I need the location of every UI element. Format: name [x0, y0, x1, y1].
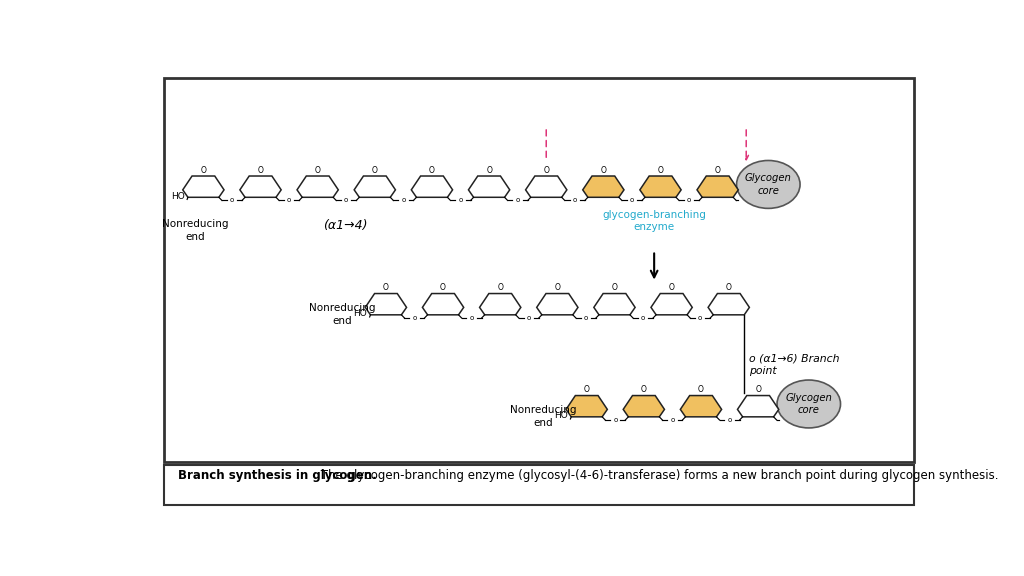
Text: O: O [429, 166, 435, 175]
Text: O: O [440, 283, 446, 293]
Ellipse shape [736, 161, 800, 209]
Text: Glycogen
core: Glycogen core [744, 173, 792, 196]
Text: O: O [611, 283, 617, 293]
Polygon shape [354, 176, 395, 198]
Text: o: o [630, 198, 634, 203]
Text: Nonreducing
end: Nonreducing end [309, 303, 376, 327]
Polygon shape [651, 294, 692, 315]
Text: O: O [641, 385, 647, 395]
Text: O: O [258, 166, 263, 175]
Bar [164, 465, 913, 505]
Text: o: o [413, 315, 417, 321]
Polygon shape [583, 176, 624, 198]
Bar [164, 78, 913, 461]
Polygon shape [680, 396, 722, 417]
Text: o: o [698, 315, 702, 321]
Polygon shape [566, 396, 607, 417]
Text: O: O [314, 166, 321, 175]
Text: Branch synthesis in glycogen.: Branch synthesis in glycogen. [178, 469, 377, 482]
Ellipse shape [777, 380, 841, 428]
Text: Nonreducing
end: Nonreducing end [510, 406, 577, 429]
Text: o: o [572, 198, 577, 203]
Text: O: O [726, 283, 732, 293]
Text: o: o [727, 417, 732, 423]
Polygon shape [525, 176, 567, 198]
Polygon shape [594, 294, 635, 315]
Polygon shape [423, 294, 464, 315]
Polygon shape [709, 294, 750, 315]
Text: Glycogen
core: Glycogen core [785, 393, 833, 415]
Polygon shape [697, 176, 738, 198]
Text: (α1→4): (α1→4) [324, 218, 368, 232]
Polygon shape [297, 176, 338, 198]
Text: o: o [469, 315, 474, 321]
Text: O: O [383, 283, 389, 293]
Text: o: o [344, 198, 348, 203]
Text: o: o [641, 315, 645, 321]
Text: O: O [544, 166, 549, 175]
Text: o: o [687, 198, 691, 203]
Polygon shape [640, 176, 681, 198]
Text: glycogen-branching
enzyme: glycogen-branching enzyme [602, 210, 707, 233]
Polygon shape [737, 396, 778, 417]
Text: o: o [613, 417, 617, 423]
Text: O: O [554, 283, 560, 293]
Text: o: o [459, 198, 463, 203]
Polygon shape [537, 294, 578, 315]
Polygon shape [479, 294, 521, 315]
Polygon shape [624, 396, 665, 417]
Polygon shape [366, 294, 407, 315]
Text: o: o [515, 198, 520, 203]
Text: o (α1→6) Branch
point: o (α1→6) Branch point [749, 353, 840, 376]
Text: O: O [657, 166, 664, 175]
Text: o: o [584, 315, 588, 321]
Text: O: O [698, 385, 703, 395]
Text: o: o [526, 315, 530, 321]
Text: O: O [715, 166, 721, 175]
Text: O: O [755, 385, 761, 395]
Polygon shape [240, 176, 282, 198]
Text: O: O [600, 166, 606, 175]
Text: O: O [498, 283, 503, 293]
Text: O: O [669, 283, 675, 293]
Polygon shape [412, 176, 453, 198]
Text: O: O [584, 385, 590, 395]
Text: HO: HO [171, 192, 184, 200]
Text: HO: HO [554, 411, 568, 420]
Polygon shape [182, 176, 224, 198]
Text: HO: HO [353, 309, 368, 319]
Text: o: o [229, 198, 234, 203]
Text: o: o [401, 198, 406, 203]
Text: Nonreducing
end: Nonreducing end [162, 218, 228, 242]
Text: o: o [287, 198, 291, 203]
Text: The glycogen-branching enzyme (glycosyl-(4-6)-transferase) forms a new branch po: The glycogen-branching enzyme (glycosyl-… [316, 469, 998, 482]
Text: O: O [372, 166, 378, 175]
Text: O: O [486, 166, 492, 175]
Text: O: O [201, 166, 206, 175]
Text: o: o [671, 417, 675, 423]
Polygon shape [468, 176, 510, 198]
